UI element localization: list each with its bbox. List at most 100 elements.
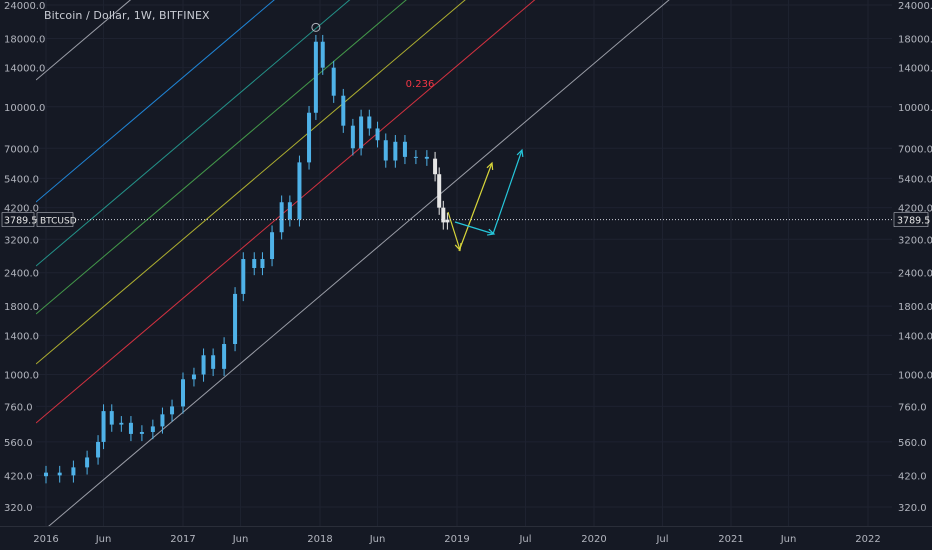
price-tick-label: 1400.0: [4, 331, 39, 342]
candle-body: [445, 219, 450, 223]
price-tick-label: 3200.0: [898, 235, 932, 246]
candle-body: [96, 441, 101, 458]
candle-body: [150, 426, 155, 432]
time-tick-label: Jun: [95, 534, 112, 545]
candle-body: [201, 355, 206, 375]
time-tick-label: Jun: [232, 534, 249, 545]
arrow-cyan-across: [454, 221, 496, 236]
price-tick-label: 320.0: [898, 503, 927, 514]
price-tick-label: 14000.0: [898, 64, 932, 75]
candle-body: [393, 141, 398, 161]
candle-body: [128, 422, 133, 434]
candle-body: [170, 406, 175, 415]
price-tick-label: 5400.0: [898, 174, 932, 185]
price-tick-label: 1000.0: [898, 371, 932, 382]
fib-level-line: [48, 0, 670, 526]
price-tag-box: [893, 212, 929, 227]
candle-body: [44, 472, 48, 477]
price-tick-label: 10000.0: [4, 103, 45, 114]
fib-level-label: 0.236: [406, 79, 435, 90]
candle-body: [287, 202, 292, 220]
arrow-cyan-up: [492, 148, 524, 235]
time-tick-label: 2021: [718, 534, 743, 545]
current-price-label-left: 3789.5: [4, 216, 37, 227]
candle-body: [260, 259, 265, 268]
time-tick-label: Jul: [518, 534, 531, 545]
candle-body: [101, 411, 106, 442]
candle-body: [279, 202, 284, 233]
candle-body: [119, 422, 124, 425]
time-tick-label: 2016: [33, 534, 58, 545]
price-tick-label: 10000.0: [898, 103, 932, 114]
arrow-yellow-down-path: [447, 211, 461, 251]
candles-group: [44, 34, 450, 484]
price-tick-label: 2400.0: [4, 269, 39, 280]
candle-body: [437, 174, 442, 208]
candle-body: [252, 259, 257, 268]
left-price-scale: 24000.0 18000.0 14000.0 10000.0 7000.0 5400.0…: [4, 1, 45, 514]
candle-body: [359, 116, 364, 149]
candle-body: [85, 457, 90, 468]
candle-body: [181, 379, 185, 407]
arrow-yellow-up-path: [458, 162, 493, 252]
candle-body: [191, 374, 196, 380]
fib-level-line: [36, 0, 351, 267]
time-tick-label: 2017: [170, 534, 195, 545]
price-tick-label: 760.0: [898, 402, 927, 413]
price-tick-label: 1000.0: [4, 371, 39, 382]
price-tick-label: 14000.0: [4, 64, 45, 75]
ticker-tag-box: [36, 212, 74, 227]
ticker-label: BTCUSD: [40, 217, 77, 227]
candle-body: [139, 431, 144, 434]
candle-body: [433, 158, 438, 175]
price-tick-label: 760.0: [4, 402, 33, 413]
candle-body: [350, 125, 355, 149]
price-tick-label: 2400.0: [898, 269, 932, 280]
fib-level-line: [36, 0, 536, 424]
fib-level-line: [36, 0, 275, 203]
arrow-yellow-up-head: [486, 161, 494, 171]
candle-body: [367, 116, 372, 129]
price-tick-label: 320.0: [4, 503, 33, 514]
candle-body: [222, 344, 227, 369]
candle-body: [241, 259, 246, 294]
price-tick-label: 24000.0: [898, 1, 932, 12]
current-price-tag-right: 3789.5: [893, 212, 930, 227]
price-tick-label: 3200.0: [4, 235, 39, 246]
fib-level-line: [36, 0, 407, 315]
arrow-yellow-down: [447, 211, 462, 252]
candle-body: [341, 95, 346, 126]
price-tick-label: 4200.0: [898, 204, 932, 215]
time-tick-label: Jul: [655, 534, 668, 545]
candle-body: [424, 156, 429, 159]
time-tick-label: Jun: [780, 534, 797, 545]
candle-body: [402, 141, 407, 157]
candle-body: [109, 411, 114, 425]
arrow-cyan-up-path: [492, 149, 523, 235]
time-tick-label: 2018: [307, 534, 332, 545]
candle-body: [441, 207, 446, 223]
candle-body: [320, 41, 325, 68]
candle-body: [383, 140, 388, 161]
price-tick-label: 1800.0: [898, 302, 932, 313]
candle-body: [307, 112, 312, 163]
price-tick-label: 7000.0: [898, 144, 932, 155]
candle-body: [71, 467, 76, 476]
arrow-cyan-across-head: [486, 228, 496, 236]
candle-body: [57, 472, 62, 476]
time-scale: 2016 Jun 2017 Jun 2018 Jun 2019 Jul 2020 Jul 2021 J…: [33, 534, 880, 545]
time-tick-label: 2020: [581, 534, 606, 545]
price-tick-label: 4200.0: [4, 204, 39, 215]
price-tick-label: 18000.0: [898, 34, 932, 45]
candle-body: [413, 156, 418, 158]
candle-body: [331, 67, 336, 96]
price-tick-label: 18000.0: [4, 34, 45, 45]
candle-body: [233, 293, 238, 345]
price-tick-label: 560.0: [4, 438, 33, 449]
price-tick-label: 5400.0: [4, 174, 39, 185]
candle-body: [313, 41, 318, 113]
ath-marker: [311, 22, 321, 32]
time-tick-label: 2019: [444, 534, 469, 545]
